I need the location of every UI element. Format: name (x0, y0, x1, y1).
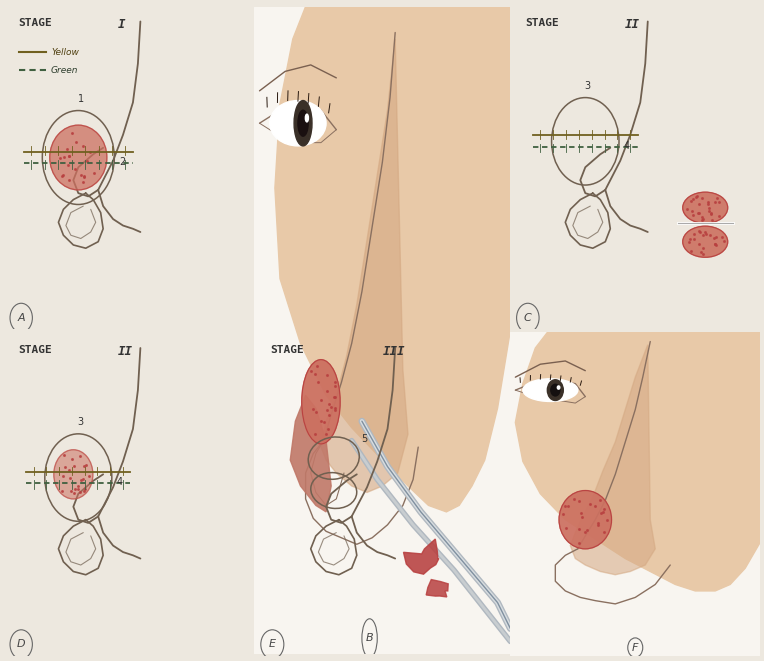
Text: STAGE: STAGE (18, 19, 53, 28)
Circle shape (551, 384, 560, 396)
Polygon shape (321, 39, 408, 492)
Ellipse shape (50, 125, 107, 190)
Polygon shape (426, 580, 448, 597)
Circle shape (547, 380, 563, 401)
Text: C: C (524, 313, 532, 323)
Polygon shape (275, 7, 510, 512)
Text: II: II (625, 19, 640, 31)
Text: D: D (17, 639, 25, 649)
Text: 4: 4 (117, 477, 123, 487)
Text: II: II (118, 345, 133, 358)
Circle shape (298, 110, 308, 136)
Ellipse shape (523, 379, 578, 401)
Text: E: E (269, 639, 276, 649)
Text: 3: 3 (584, 81, 591, 91)
Polygon shape (290, 395, 332, 512)
Circle shape (557, 386, 560, 389)
Text: Green: Green (51, 65, 79, 75)
Text: 2: 2 (119, 157, 125, 167)
Polygon shape (403, 539, 439, 574)
Ellipse shape (559, 490, 611, 549)
Polygon shape (570, 345, 656, 574)
Circle shape (306, 114, 309, 122)
Text: III: III (383, 345, 405, 358)
Text: STAGE: STAGE (18, 345, 53, 355)
Text: I: I (118, 19, 125, 31)
Text: B: B (366, 633, 374, 643)
Text: A: A (18, 313, 25, 323)
Text: 5: 5 (361, 434, 367, 444)
Text: 4: 4 (624, 141, 630, 151)
Ellipse shape (53, 449, 93, 499)
Text: F: F (632, 642, 639, 652)
Text: Yellow: Yellow (51, 48, 79, 57)
Ellipse shape (683, 192, 727, 223)
Ellipse shape (683, 226, 727, 257)
Ellipse shape (270, 100, 326, 146)
Text: STAGE: STAGE (270, 345, 303, 355)
Circle shape (294, 100, 312, 146)
Polygon shape (516, 332, 760, 591)
Text: 1: 1 (78, 94, 84, 104)
Text: 3: 3 (78, 417, 84, 428)
Ellipse shape (302, 360, 340, 444)
Text: STAGE: STAGE (526, 19, 559, 28)
